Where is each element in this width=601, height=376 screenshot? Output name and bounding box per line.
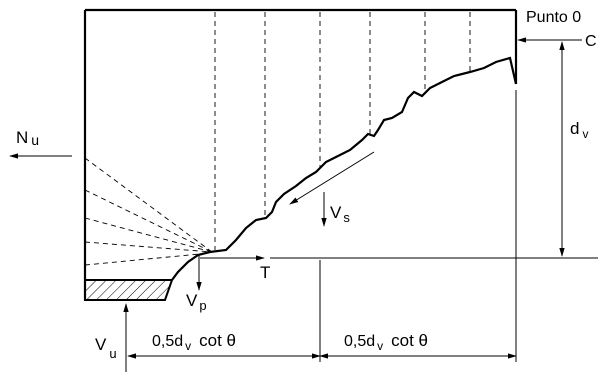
strut-dashed-line [84,241,213,253]
vs-crack-arrow [289,151,375,205]
strut-dashed-line [84,189,213,253]
strut-dashed-line [84,157,213,253]
dim-label-right: 0,5d v cot θ [344,331,428,353]
t-label: T [260,263,270,282]
c-force-label: C [585,33,597,50]
compression-zone [84,279,174,301]
strut-dashed-line [84,252,211,266]
crack-line [171,56,518,281]
punto-0-label: Punto 0 [526,9,581,26]
dim-label-left: 0,5d v cot θ [152,331,236,353]
strut-dashed-line [84,217,213,253]
